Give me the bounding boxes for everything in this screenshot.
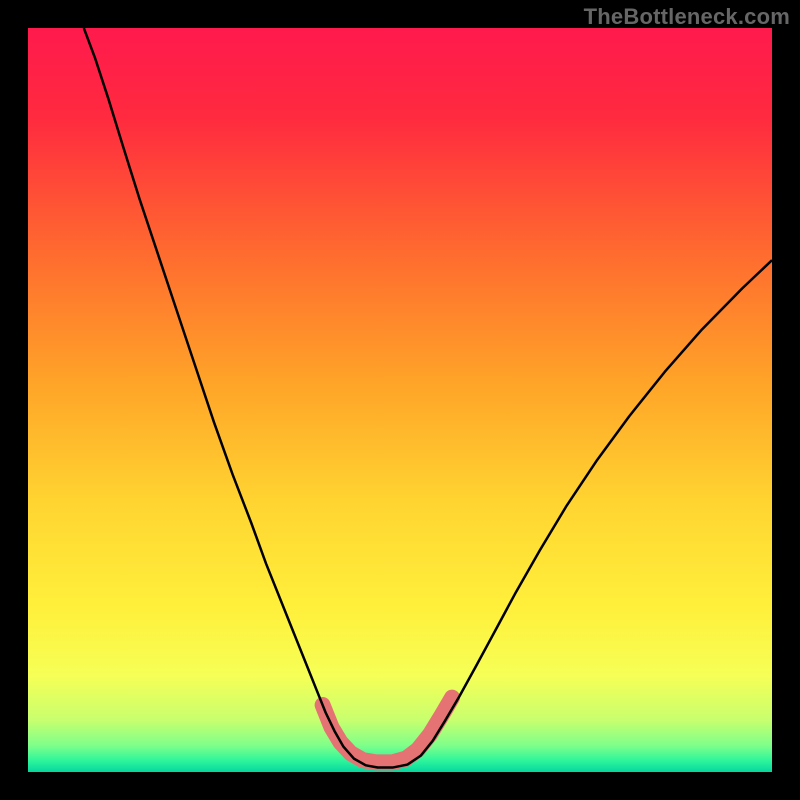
chart-background bbox=[28, 28, 772, 772]
chart-plot-area bbox=[28, 28, 772, 772]
chart-container: TheBottleneck.com bbox=[0, 0, 800, 800]
chart-svg bbox=[28, 28, 772, 772]
watermark-text: TheBottleneck.com bbox=[584, 4, 790, 30]
